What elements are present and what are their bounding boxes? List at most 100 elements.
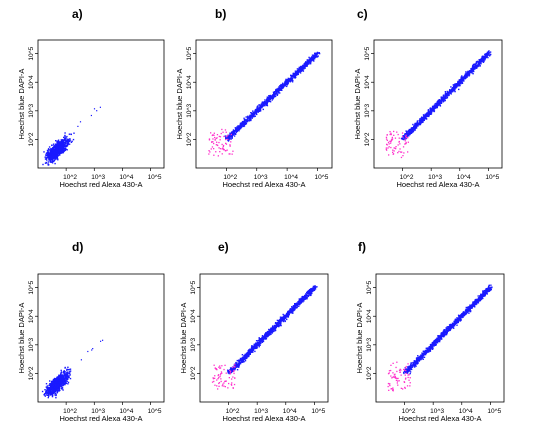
data-point [297,303,299,305]
data-point [53,386,55,389]
data-point [233,133,235,135]
data-point [240,122,243,124]
data-point [292,312,294,314]
x-tick-label: 10^5 [485,174,499,181]
data-point-gated [401,132,404,134]
data-point [62,383,65,386]
data-point [65,137,67,139]
data-point [477,64,479,67]
data-point [235,361,237,364]
data-point [264,101,267,103]
data-point [306,62,309,65]
data-point [483,60,485,62]
data-point [244,119,246,121]
data-point [252,110,254,112]
data-point [240,361,242,364]
data-point [472,70,475,73]
data-point [69,368,72,370]
data-point [307,291,309,293]
data-point [63,145,66,147]
data-point [63,138,66,140]
data-point [65,142,67,144]
data-point [45,392,47,394]
data-point [60,381,62,383]
data-point [308,61,310,64]
data-point [57,379,59,381]
data-point-gated [212,141,214,143]
data-point [448,91,451,93]
y-tick-label: 10^3 [28,103,35,117]
data-point [315,52,318,54]
data-point [49,384,52,387]
data-point [297,68,300,70]
data-point [56,154,58,157]
data-point [55,152,57,154]
data-point [258,108,260,110]
data-point [460,82,462,85]
data-point [442,94,445,96]
data-point [54,390,56,393]
data-point [261,105,263,107]
data-point [287,79,289,81]
data-point [240,123,243,125]
data-point [67,383,69,385]
data-point [54,162,56,165]
data-point [299,72,302,74]
data-point [296,73,298,75]
data-point [249,348,251,350]
data-point [232,130,234,133]
data-point [275,89,278,92]
data-point [55,150,57,152]
data-point [49,158,52,160]
data-point [63,139,66,141]
data-point [442,99,445,102]
data-point [57,387,59,389]
data-point [429,113,432,115]
data-point [247,117,249,119]
data-point [418,122,420,124]
data-point [53,379,55,382]
data-point [474,65,476,67]
data-point [430,108,432,110]
y-axis-label: Hoechst blue DAPI-A [353,69,362,140]
data-point [227,137,229,139]
data-point [406,131,408,134]
data-point [62,384,64,386]
data-point [411,132,413,134]
data-point [291,81,294,83]
data-point [479,65,481,67]
data-point [250,118,252,120]
data-point [54,377,56,380]
data-point [252,349,254,352]
data-point [56,383,58,385]
data-point [48,154,50,156]
data-point [430,111,433,114]
data-point [481,56,483,59]
data-point [283,83,285,85]
data-point [279,87,281,90]
data-point [90,114,92,117]
data-point [254,111,256,114]
data-point [477,65,479,68]
data-point [298,70,301,73]
data-point [409,131,411,134]
data-point [297,305,299,307]
data-point [292,306,295,308]
data-point [52,392,54,395]
data-point [408,128,410,131]
data-point [229,367,232,369]
data-point-gated [225,131,227,133]
data-point [304,294,306,297]
data-point [444,97,447,99]
data-point [247,350,249,352]
data-point-gated [403,152,405,154]
data-point [479,61,481,63]
data-point [62,146,64,148]
data-point [62,139,65,141]
data-point [58,152,60,154]
data-point [59,145,62,147]
data-point [67,376,69,378]
data-point [309,294,311,296]
data-point [316,56,319,58]
data-point [49,387,51,390]
